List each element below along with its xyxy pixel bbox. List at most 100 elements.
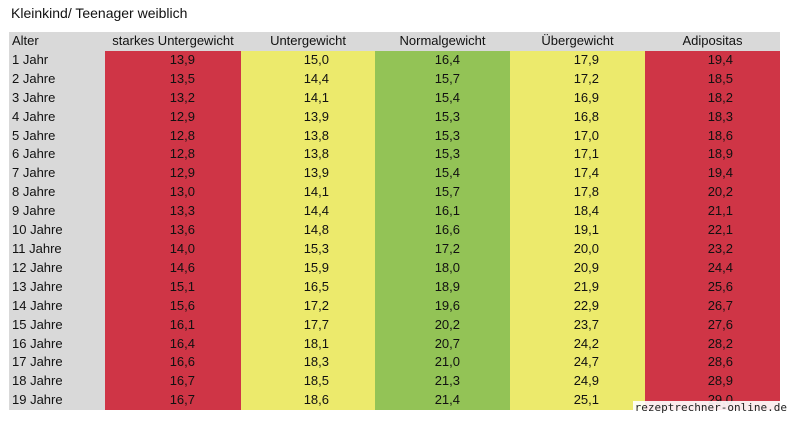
- cell-value: 17,4: [573, 165, 599, 181]
- cell-overweight: 18,4: [510, 202, 645, 222]
- cell-value: 12,8: [169, 146, 195, 162]
- cell-value: 24,7: [573, 354, 599, 370]
- column-header-overweight: Übergewicht: [510, 32, 645, 51]
- cell-underweight: 14,4: [241, 69, 375, 89]
- cell-value: 16,6: [434, 222, 460, 238]
- cell-value: 13,2: [169, 89, 195, 105]
- table-row: 11 Jahre 14,0 15,3 17,2 20,0 23,2: [9, 239, 780, 259]
- cell-value: 25,6: [707, 278, 733, 294]
- cell-value: 22,1: [707, 222, 733, 238]
- cell-value: 15,3: [434, 146, 460, 162]
- cell-age: 11 Jahre: [9, 239, 105, 259]
- cell-value: 17,0: [573, 127, 599, 143]
- table-row: 8 Jahre 13,0 14,1 15,7 17,8 20,2: [9, 183, 780, 203]
- cell-obesity: 18,2: [645, 88, 780, 108]
- cell-value: 14,4: [303, 70, 329, 86]
- cell-value: 28,9: [707, 373, 733, 389]
- cell-severe-underweight: 13,9: [105, 50, 241, 70]
- cell-value: 21,0: [434, 354, 460, 370]
- cell-value: 23,7: [573, 316, 599, 332]
- table-row: 15 Jahre 16,1 17,7 20,2 23,7 27,6: [9, 315, 780, 335]
- cell-severe-underweight: 14,0: [105, 239, 241, 259]
- cell-obesity: 18,9: [645, 145, 780, 165]
- cell-underweight: 17,7: [241, 315, 375, 335]
- cell-value: 15,4: [434, 89, 460, 105]
- table-row: 2 Jahre 13,5 14,4 15,7 17,2 18,5: [9, 69, 780, 89]
- cell-value: 15,1: [169, 278, 195, 294]
- cell-normal-weight: 20,7: [375, 334, 510, 354]
- cell-value: 15,0: [303, 51, 329, 67]
- cell-value: 14,6: [169, 259, 195, 275]
- watermark: rezeptrechner-online.de: [632, 401, 789, 414]
- cell-value: 20,0: [573, 240, 599, 256]
- cell-value: 16,4: [434, 51, 460, 67]
- cell-value: 17,2: [303, 297, 329, 313]
- cell-severe-underweight: 16,6: [105, 353, 241, 373]
- cell-value: 15,7: [434, 70, 460, 86]
- cell-value: 18,6: [707, 127, 733, 143]
- cell-value: 13,6: [169, 222, 195, 238]
- cell-overweight: 24,2: [510, 334, 645, 354]
- cell-value: 17,9: [573, 51, 599, 67]
- cell-underweight: 18,3: [241, 353, 375, 373]
- cell-underweight: 14,4: [241, 202, 375, 222]
- cell-obesity: 28,6: [645, 353, 780, 373]
- cell-age: 8 Jahre: [9, 183, 105, 203]
- cell-value: 12,9: [169, 165, 195, 181]
- cell-severe-underweight: 13,2: [105, 88, 241, 108]
- table-row: 14 Jahre 15,6 17,2 19,6 22,9 26,7: [9, 296, 780, 316]
- cell-value: 16,7: [169, 373, 195, 389]
- cell-normal-weight: 16,4: [375, 50, 510, 70]
- column-header-obesity: Adipositas: [645, 32, 780, 51]
- cell-age: 17 Jahre: [9, 353, 105, 373]
- cell-normal-weight: 19,6: [375, 296, 510, 316]
- cell-severe-underweight: 16,7: [105, 391, 241, 411]
- table-row: 7 Jahre 12,9 13,9 15,4 17,4 19,4: [9, 164, 780, 184]
- cell-age: 5 Jahre: [9, 126, 105, 146]
- cell-normal-weight: 15,3: [375, 126, 510, 146]
- cell-normal-weight: 18,0: [375, 258, 510, 278]
- cell-underweight: 15,3: [241, 239, 375, 259]
- cell-value: 25,1: [573, 392, 599, 408]
- cell-value: 14,1: [303, 89, 329, 105]
- cell-obesity: 27,6: [645, 315, 780, 335]
- cell-value: 20,2: [434, 316, 460, 332]
- cell-underweight: 14,8: [241, 221, 375, 240]
- cell-value: 18,5: [707, 70, 733, 86]
- cell-underweight: 14,1: [241, 88, 375, 108]
- cell-value: 21,1: [707, 203, 733, 219]
- cell-severe-underweight: 12,8: [105, 145, 241, 165]
- cell-overweight: 17,2: [510, 69, 645, 89]
- cell-obesity: 28,9: [645, 372, 780, 392]
- cell-obesity: 26,7: [645, 296, 780, 316]
- cell-value: 16,4: [169, 335, 195, 351]
- cell-underweight: 14,1: [241, 183, 375, 203]
- cell-age: 10 Jahre: [9, 221, 105, 240]
- cell-severe-underweight: 16,1: [105, 315, 241, 335]
- column-header-severe-underweight: starkes Untergewicht: [105, 32, 241, 51]
- cell-obesity: 19,4: [645, 164, 780, 184]
- cell-overweight: 17,1: [510, 145, 645, 165]
- cell-value: 26,7: [707, 297, 733, 313]
- cell-severe-underweight: 15,1: [105, 277, 241, 297]
- cell-value: 19,6: [434, 297, 460, 313]
- cell-underweight: 18,5: [241, 372, 375, 392]
- column-header-underweight: Untergewicht: [241, 32, 375, 51]
- cell-obesity: 18,6: [645, 126, 780, 146]
- cell-value: 17,2: [573, 70, 599, 86]
- cell-age: 19 Jahre: [9, 391, 105, 411]
- cell-value: 24,9: [573, 373, 599, 389]
- table-row: 5 Jahre 12,8 13,8 15,3 17,0 18,6: [9, 126, 780, 146]
- cell-normal-weight: 15,4: [375, 88, 510, 108]
- cell-age: 18 Jahre: [9, 372, 105, 392]
- cell-value: 15,9: [303, 259, 329, 275]
- cell-value: 16,6: [169, 354, 195, 370]
- cell-value: 17,1: [573, 146, 599, 162]
- cell-normal-weight: 16,1: [375, 202, 510, 222]
- cell-value: 18,6: [303, 392, 329, 408]
- cell-value: 16,5: [303, 278, 329, 294]
- cell-obesity: 23,2: [645, 239, 780, 259]
- cell-underweight: 16,5: [241, 277, 375, 297]
- table-row: 4 Jahre 12,9 13,9 15,3 16,8 18,3: [9, 107, 780, 127]
- cell-age: 3 Jahre: [9, 88, 105, 108]
